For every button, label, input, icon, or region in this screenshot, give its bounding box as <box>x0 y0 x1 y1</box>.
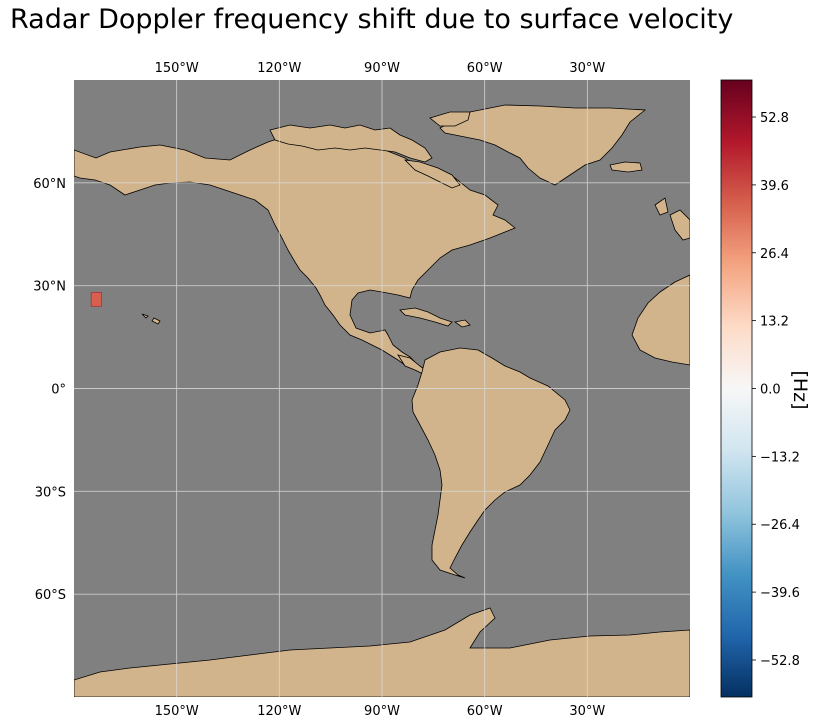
colorbar-ticks: 52.8 39.6 26.4 13.2 0.0 −13.2 −26.4 −39.6 −52.8 <box>752 111 800 669</box>
map-title: Radar Doppler frequency shift due to sur… <box>10 4 734 35</box>
lat-tick-label: 30°S <box>35 485 66 500</box>
cuba-land <box>399 307 453 327</box>
colorbar-tick-label: 39.6 <box>760 179 789 194</box>
colorbar-tick-label: −52.8 <box>760 654 800 669</box>
lon-tick-label-top: 60°W <box>467 61 503 76</box>
lon-tick-label-top: 30°W <box>569 61 605 76</box>
lon-tick-label-bottom: 120°W <box>257 704 301 719</box>
ellesmere-island-land <box>429 111 471 127</box>
africa-edge-land <box>631 274 690 366</box>
colorbar <box>720 79 753 698</box>
lon-tick-label-bottom: 60°W <box>467 704 503 719</box>
colorbar-tick-label: 26.4 <box>760 247 789 262</box>
lon-tick-label-top: 150°W <box>155 61 199 76</box>
colorbar-tick-label: 13.2 <box>760 315 789 330</box>
south-america-land <box>411 347 571 579</box>
colorbar-tick-label: −13.2 <box>760 450 800 465</box>
iceland-land <box>609 161 643 173</box>
doppler-data-patch <box>90 292 102 307</box>
lon-tick-label-bottom: 150°W <box>155 704 199 719</box>
europe-edge-land <box>669 209 690 241</box>
hispaniola-land <box>454 319 471 328</box>
colorbar-tick-label: 52.8 <box>760 111 789 126</box>
baffin-island-land <box>403 159 461 189</box>
lat-tick-label: 60°N <box>33 177 66 192</box>
colorbar-label: [Hz] <box>789 370 811 410</box>
lon-tick-label-bottom: 30°W <box>569 704 605 719</box>
lat-tick-label: 0° <box>51 383 66 398</box>
axis-tick-labels: 150°W 150°W 120°W 120°W 90°W 90°W 60°W 60°W 30°W… <box>33 61 605 719</box>
colorbar-tick-label: 0.0 <box>760 383 781 398</box>
uk-land <box>654 197 669 216</box>
lon-tick-label-top: 120°W <box>257 61 301 76</box>
greenland-land <box>439 104 647 186</box>
lat-tick-label: 60°S <box>35 588 66 603</box>
gridlines <box>74 80 690 697</box>
lon-tick-label-bottom: 90°W <box>364 704 400 719</box>
lon-tick-label-top: 90°W <box>364 61 400 76</box>
colorbar-tick-label: −26.4 <box>760 518 800 533</box>
arctic-islands-land <box>269 124 433 163</box>
colorbar-tick-label: −39.6 <box>760 586 800 601</box>
hawaii-land <box>141 313 161 325</box>
lat-tick-label: 30°N <box>33 280 66 295</box>
